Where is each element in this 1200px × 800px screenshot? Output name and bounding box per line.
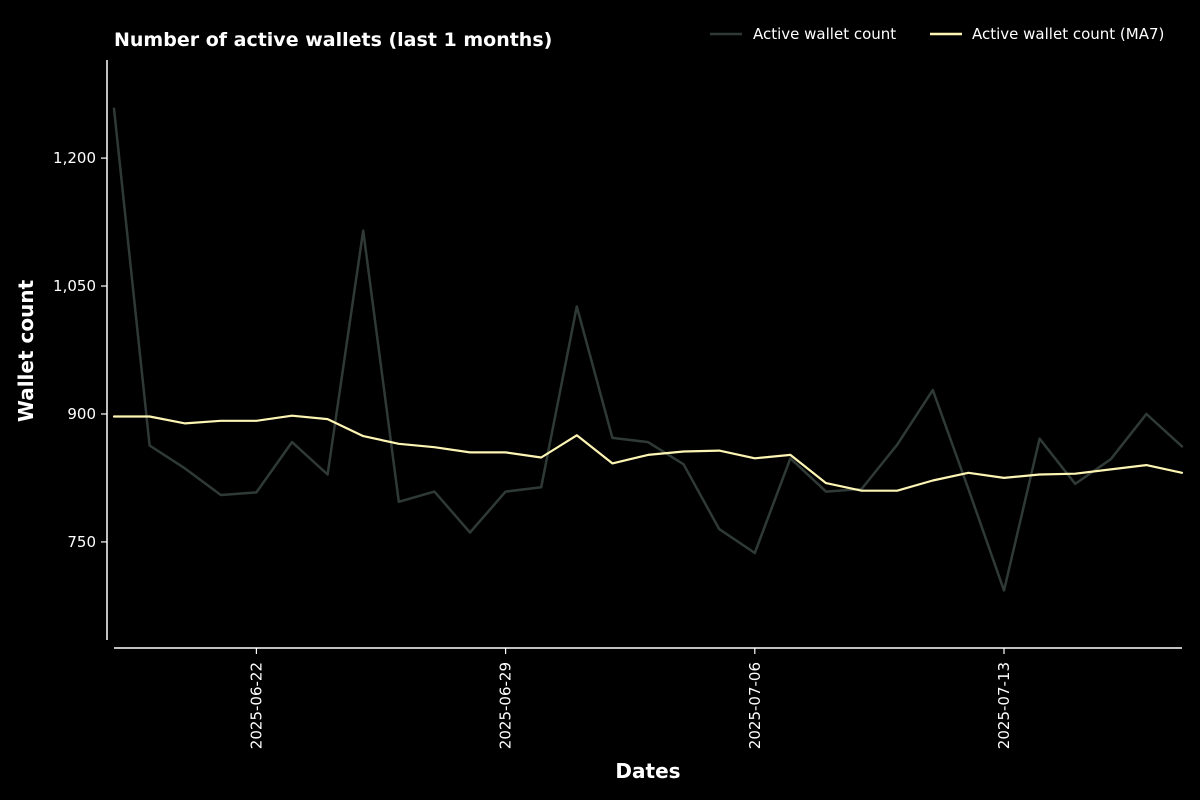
series-line-active-wallet-count: [112, 107, 1184, 592]
legend-item: Active wallet count: [710, 25, 896, 43]
chart-title: Number of active wallets (last 1 months): [114, 29, 552, 51]
series-layer: [112, 107, 1184, 592]
legend-item: Active wallet count (MA7): [930, 25, 1164, 43]
legend: Active wallet count Active wallet count (…: [710, 25, 1164, 43]
x-tick-label: 2025-06-29: [497, 662, 515, 749]
x-tick-label: 2025-06-22: [247, 662, 265, 749]
legend-label: Active wallet count (MA7): [972, 25, 1164, 43]
y-tick-label: 1,200: [53, 149, 96, 167]
legend-label: Active wallet count: [753, 25, 896, 43]
y-tick-label: 900: [67, 405, 96, 423]
y-axis-label: Wallet count: [14, 279, 38, 422]
axes: 750 900 1,050 1,200 2025-06-22 2025-06-29 2025…: [53, 60, 1182, 749]
x-tick-label: 2025-07-06: [746, 662, 764, 749]
y-tick-label: 1,050: [53, 277, 96, 295]
x-tick-label: 2025-07-13: [995, 662, 1013, 749]
x-axis-label: Dates: [615, 759, 680, 783]
series-line-active-wallet-count-ma7: [112, 414, 1184, 492]
y-tick-label: 750: [67, 533, 96, 551]
